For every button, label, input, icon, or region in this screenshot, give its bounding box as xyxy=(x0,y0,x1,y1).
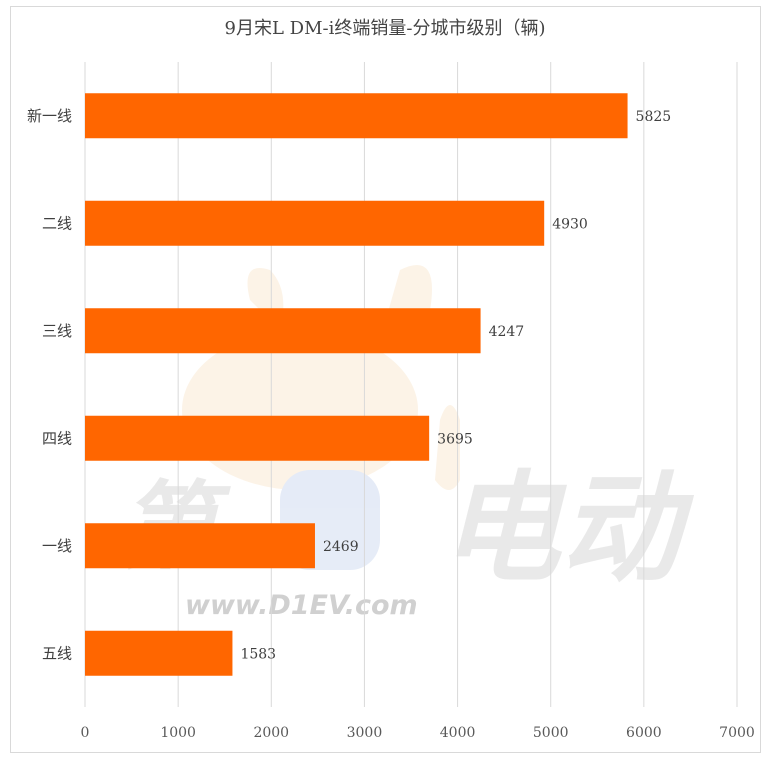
svg-text:电动: 电动 xyxy=(440,460,695,599)
data-label: 1583 xyxy=(240,646,276,662)
x-tick-label: 2000 xyxy=(253,725,289,741)
gridlines xyxy=(84,62,738,707)
bar xyxy=(85,415,430,461)
data-label: 4247 xyxy=(489,324,525,340)
bar xyxy=(85,93,628,139)
category-label: 五线 xyxy=(42,644,72,662)
category-label: 新一线 xyxy=(27,107,72,125)
x-tick-label: 0 xyxy=(81,725,90,741)
bar xyxy=(85,523,315,569)
category-label: 四线 xyxy=(42,429,72,447)
data-labels: 5825 4930 4247 3695 2469 1583 xyxy=(240,109,671,663)
category-label: 三线 xyxy=(42,322,72,340)
bar xyxy=(85,308,481,354)
bars xyxy=(85,93,628,676)
category-label: 一线 xyxy=(42,537,72,555)
category-label: 二线 xyxy=(42,214,72,232)
data-label: 5825 xyxy=(636,109,672,125)
x-tick-label: 3000 xyxy=(347,725,383,741)
data-label: 2469 xyxy=(323,539,359,555)
x-tick-label: 1000 xyxy=(160,725,196,741)
watermark-url: www.D1EV.com xyxy=(185,590,418,621)
bar xyxy=(85,200,545,246)
data-label: 3695 xyxy=(437,431,473,447)
x-axis-ticks: 0 1000 2000 3000 4000 5000 6000 7000 xyxy=(81,725,755,741)
data-label: 4930 xyxy=(552,216,588,232)
chart-title: 9月宋L DM-i终端销量-分城市级别（辆) xyxy=(224,18,546,39)
x-tick-label: 6000 xyxy=(626,725,662,741)
x-tick-label: 5000 xyxy=(533,725,569,741)
x-tick-label: 4000 xyxy=(440,725,476,741)
x-tick-label: 7000 xyxy=(719,725,755,741)
bar xyxy=(85,630,233,676)
